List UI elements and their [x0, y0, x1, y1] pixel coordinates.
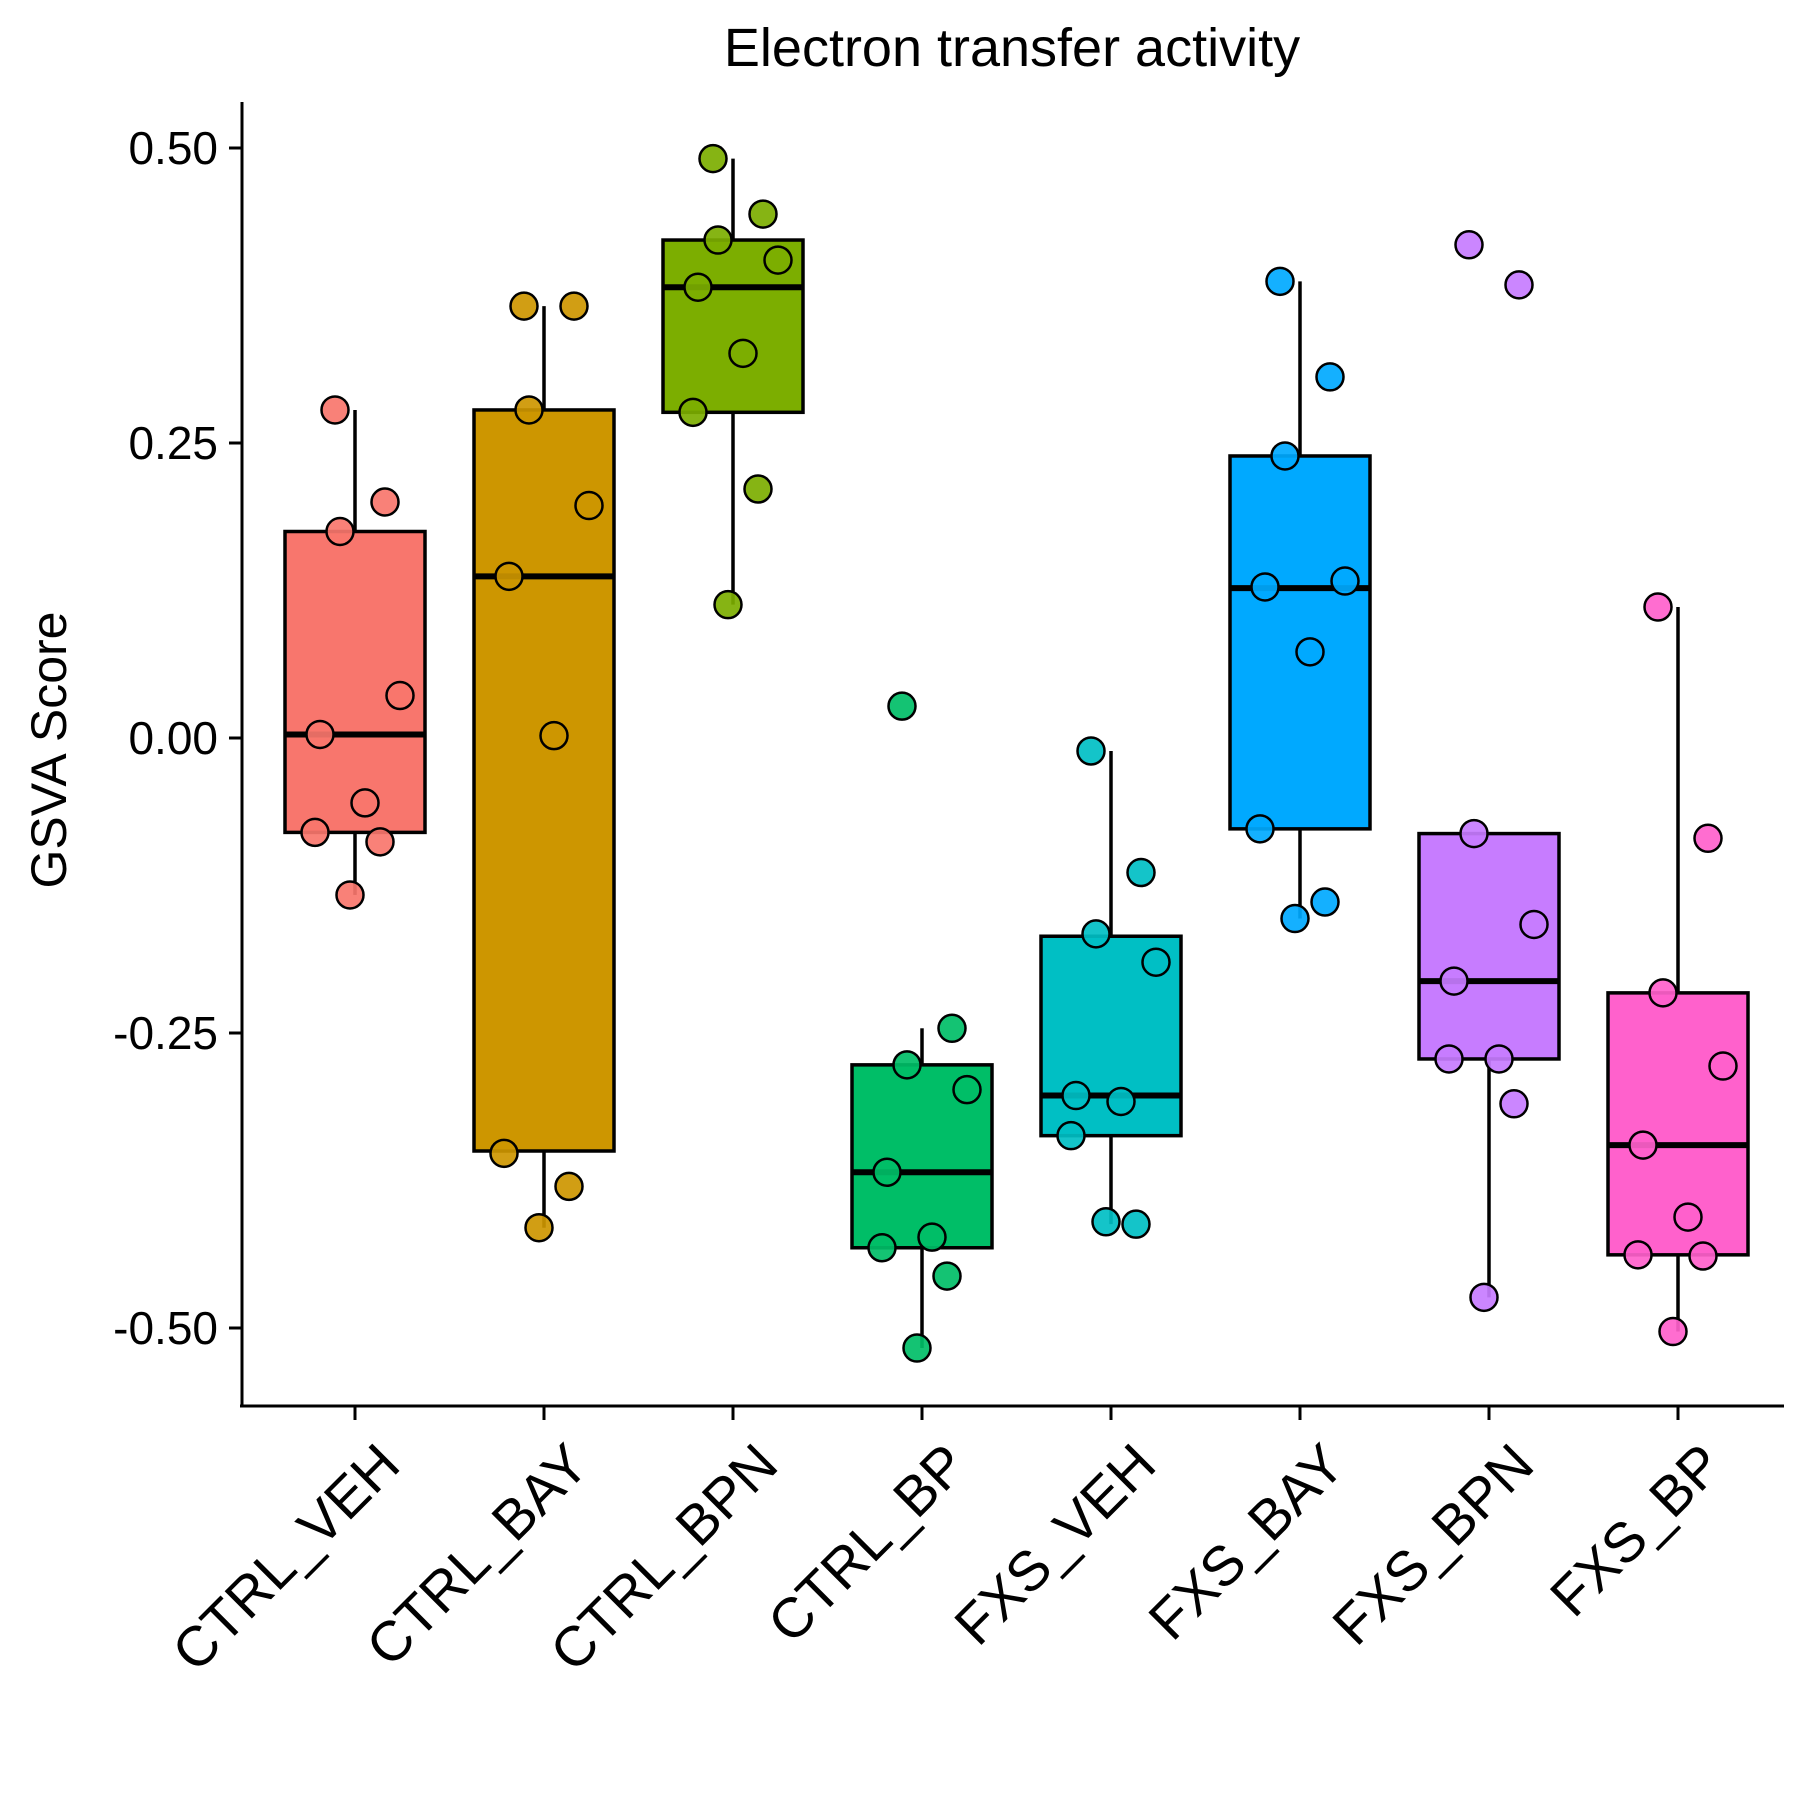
data-point	[514, 395, 544, 425]
box-body	[1417, 831, 1561, 1061]
data-point	[370, 487, 400, 517]
data-point	[1061, 1080, 1091, 1111]
data-point	[763, 245, 793, 275]
data-point	[683, 272, 713, 302]
data-point	[320, 395, 350, 425]
y-axis-ticks: 0.50 0.25 0.00 -0.25 -0.50	[113, 122, 242, 1354]
data-point	[509, 291, 539, 321]
data-point	[892, 1050, 922, 1080]
data-point	[678, 397, 708, 428]
data-point	[1439, 966, 1469, 996]
data-point	[748, 199, 778, 229]
data-point	[1499, 1089, 1529, 1119]
data-point	[494, 561, 524, 592]
box-group-ctrl-bp	[850, 691, 994, 1363]
data-point	[539, 720, 569, 751]
chart-title: Electron transfer activity	[724, 18, 1300, 78]
data-point	[1643, 592, 1673, 622]
x-tick-label: FXS_BP	[1538, 1432, 1734, 1628]
x-tick-label: CTRL_BP	[755, 1432, 978, 1655]
data-point	[489, 1138, 519, 1169]
x-axis-ticks: CTRL_VEHCTRL_BAYCTRL_BPNCTRL_BPFXS_VEHFX…	[160, 1406, 1734, 1683]
y-axis-label: GSVA Score	[21, 612, 77, 889]
data-point	[1688, 1241, 1718, 1271]
box-group-ctrl-bpn	[661, 143, 805, 620]
data-point	[559, 291, 589, 321]
data-point	[1628, 1130, 1658, 1160]
y-tick-label: -0.50	[113, 1302, 218, 1354]
data-point	[1708, 1051, 1738, 1081]
data-point	[305, 719, 335, 750]
data-point	[1295, 637, 1325, 667]
data-point	[1081, 919, 1111, 949]
data-point	[1265, 266, 1295, 297]
data-point	[1315, 362, 1345, 392]
box-group-fxs-bp	[1606, 592, 1750, 1347]
data-point	[743, 474, 773, 504]
data-point	[365, 827, 395, 857]
data-point	[1469, 1282, 1499, 1313]
data-point	[728, 338, 758, 369]
data-point	[1519, 909, 1549, 940]
data-point	[1648, 978, 1678, 1008]
data-point	[1280, 903, 1310, 934]
data-point	[300, 817, 330, 848]
data-point	[574, 490, 604, 521]
data-point	[1270, 441, 1300, 471]
data-point	[952, 1074, 982, 1105]
y-tick-label: 0.25	[128, 417, 218, 469]
data-point	[385, 680, 415, 711]
data-point	[703, 225, 733, 255]
box-group-fxs-bay	[1228, 266, 1372, 934]
data-point	[902, 1333, 932, 1363]
data-point	[1076, 736, 1106, 766]
data-point	[554, 1171, 584, 1202]
data-point	[1454, 230, 1484, 260]
data-point	[1121, 1209, 1151, 1239]
data-point	[698, 143, 728, 174]
data-point	[917, 1222, 947, 1252]
data-point	[1623, 1240, 1653, 1270]
data-point	[1434, 1044, 1464, 1074]
data-point	[1245, 814, 1275, 844]
data-point	[1250, 572, 1280, 602]
data-point	[1091, 1207, 1121, 1237]
data-point	[524, 1212, 554, 1243]
data-point	[872, 1157, 902, 1187]
box-groups	[283, 143, 1750, 1363]
box-group-fxs-bpn	[1417, 230, 1561, 1313]
data-point	[350, 788, 380, 818]
data-point	[1106, 1086, 1136, 1117]
data-point	[1310, 887, 1340, 917]
data-point	[713, 589, 743, 620]
box-group-ctrl-bay	[472, 291, 616, 1243]
data-point	[1141, 947, 1171, 977]
box-group-fxs-veh	[1039, 736, 1183, 1239]
y-tick-label: 0.00	[128, 712, 218, 764]
data-point	[1056, 1120, 1086, 1151]
data-point	[932, 1261, 962, 1291]
x-tick-label: FXS_BPN	[1320, 1432, 1545, 1657]
data-point	[937, 1013, 967, 1044]
data-point	[887, 691, 917, 721]
data-point	[325, 516, 355, 547]
data-point	[1693, 823, 1723, 854]
data-point	[867, 1233, 897, 1263]
data-point	[1484, 1044, 1514, 1074]
y-tick-label: -0.25	[113, 1007, 218, 1059]
data-point	[1673, 1202, 1703, 1232]
data-point	[1126, 857, 1156, 888]
box-body	[472, 408, 616, 1153]
data-point	[1459, 818, 1489, 849]
data-point	[1504, 270, 1534, 300]
x-tick-label: FXS_BAY	[1136, 1432, 1356, 1652]
data-point	[1658, 1316, 1688, 1347]
box-group-ctrl-veh	[283, 395, 427, 910]
data-point	[335, 880, 365, 910]
data-point	[1330, 566, 1360, 596]
y-tick-label: 0.50	[128, 122, 218, 174]
x-tick-label: FXS_VEH	[942, 1432, 1167, 1657]
